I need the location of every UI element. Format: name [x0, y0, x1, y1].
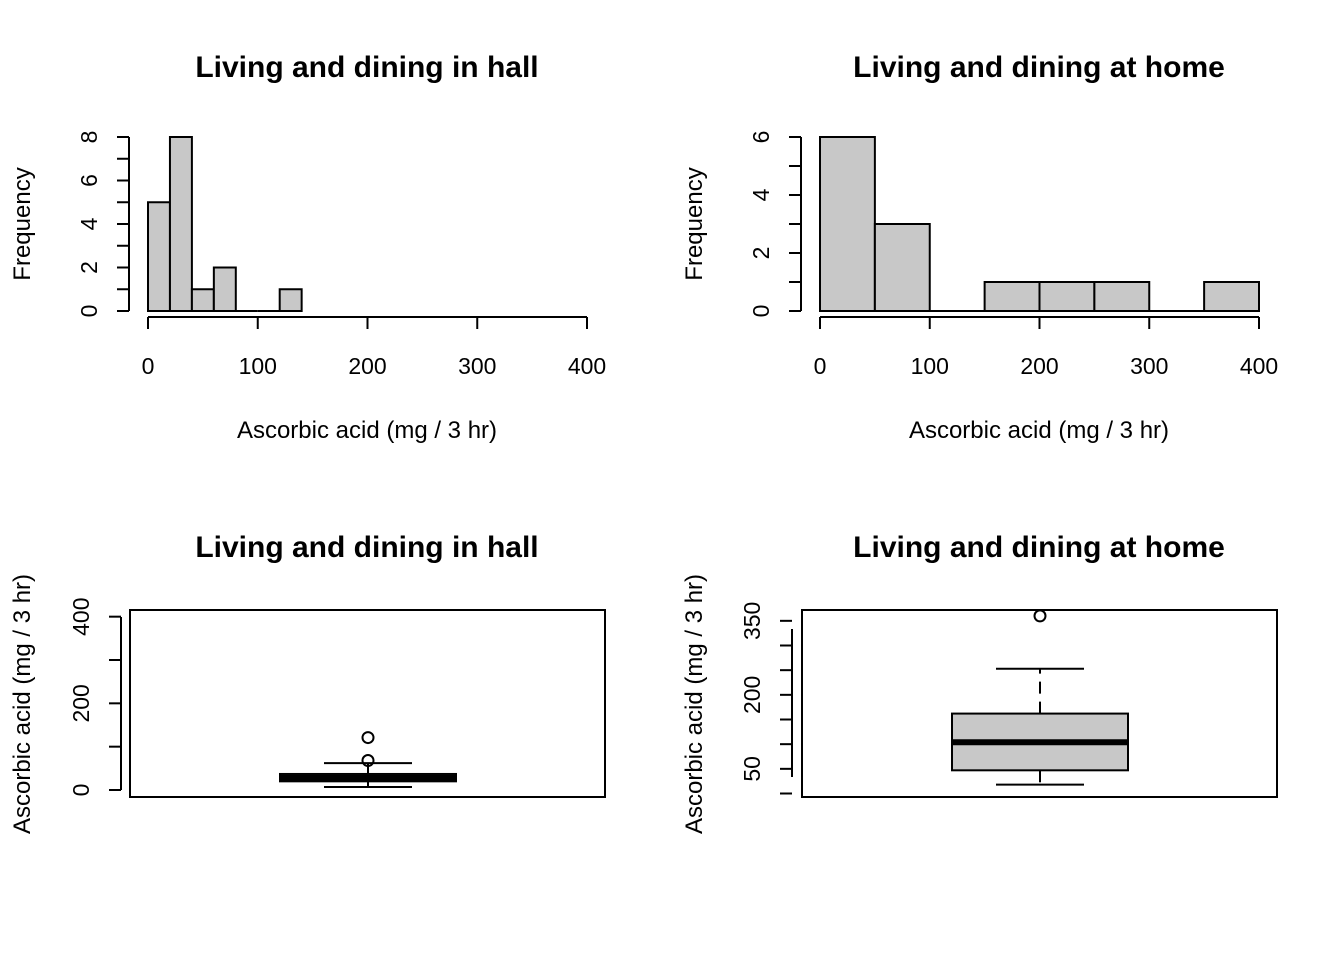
histogram-bar	[278, 288, 303, 312]
boxplot	[951, 609, 1129, 786]
y-tick-label: 50	[739, 756, 765, 782]
y-axis: 0 2 4 6 8	[76, 131, 130, 318]
x-tick-label: 0	[142, 353, 155, 379]
y-tick-label: 400	[68, 597, 94, 635]
x-axis-label: Ascorbic acid (mg / 3 hr)	[909, 417, 1169, 444]
y-tick-label: 4	[76, 217, 102, 230]
y-tick-label: 0	[68, 784, 94, 797]
histogram-bar	[212, 266, 237, 312]
y-axis: 0 200 400	[68, 597, 122, 797]
y-axis-label: Frequency	[9, 167, 36, 280]
histogram-bar	[1203, 281, 1260, 312]
y-axis-label: Ascorbic acid (mg / 3 hr)	[9, 574, 36, 834]
y-tick-label: 0	[748, 305, 774, 318]
y-tick-label: 6	[748, 131, 774, 144]
panel-hist-home: Living and dining at home Frequency Asco…	[681, 51, 1278, 444]
x-tick-label: 100	[911, 353, 949, 379]
chart-title: Living and dining at home	[853, 531, 1225, 564]
histogram-bar	[147, 201, 171, 312]
panel-hist-hall: Living and dining in hall Frequency Asco…	[9, 51, 606, 444]
x-tick-label: 200	[1020, 353, 1058, 379]
histogram-bar	[1093, 281, 1151, 312]
y-axis-label: Frequency	[681, 167, 708, 280]
outlier-point	[361, 754, 375, 768]
y-axis-label: Ascorbic acid (mg / 3 hr)	[681, 574, 708, 834]
x-axis: 0 100 200 300 400	[142, 316, 606, 379]
histogram-bar	[1038, 281, 1096, 312]
y-tick-label: 8	[76, 131, 102, 144]
y-axis: 50 200 350	[739, 602, 793, 795]
histogram-bar	[819, 136, 876, 312]
histogram-bar	[168, 136, 193, 312]
x-axis: 0 100 200 300 400	[814, 316, 1278, 379]
x-tick-label: 300	[1130, 353, 1168, 379]
x-tick-label: 400	[568, 353, 606, 379]
y-axis: 0 2 4 6	[748, 131, 802, 318]
panel-box-home: Living and dining at home Ascorbic acid …	[681, 531, 1278, 834]
chart-title: Living and dining in hall	[195, 51, 538, 84]
histogram-bars	[819, 136, 1260, 312]
y-tick-label: 200	[739, 676, 765, 714]
y-tick-label: 2	[748, 247, 774, 260]
x-tick-label: 300	[458, 353, 496, 379]
y-tick-label: 4	[748, 188, 774, 201]
x-axis-label: Ascorbic acid (mg / 3 hr)	[237, 417, 497, 444]
histogram-bar	[190, 288, 215, 312]
outlier-point	[1033, 609, 1047, 623]
y-tick-label: 6	[76, 174, 102, 187]
y-tick-label: 0	[76, 305, 102, 318]
y-tick-label: 2	[76, 261, 102, 274]
x-tick-label: 400	[1240, 353, 1278, 379]
outlier-point	[361, 731, 375, 745]
x-tick-label: 200	[348, 353, 386, 379]
panel-box-hall: Living and dining in hall Ascorbic acid …	[9, 531, 606, 834]
y-tick-label: 350	[739, 602, 765, 640]
chart-title: Living and dining at home	[853, 51, 1225, 84]
histogram-bars	[147, 136, 303, 312]
histogram-bar	[873, 223, 931, 312]
x-tick-label: 100	[239, 353, 277, 379]
boxplot	[279, 731, 457, 788]
chart-title: Living and dining in hall	[195, 531, 538, 564]
plot-frame	[129, 609, 606, 798]
histogram-bar	[983, 281, 1041, 312]
y-tick-label: 200	[68, 684, 94, 722]
x-tick-label: 0	[814, 353, 827, 379]
